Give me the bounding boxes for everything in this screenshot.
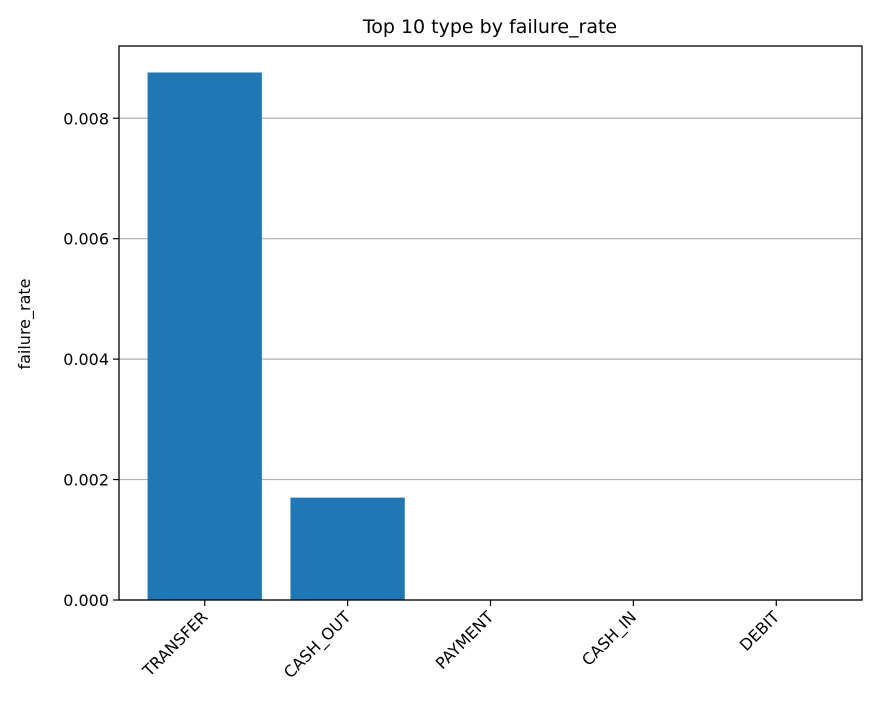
bars <box>147 72 405 600</box>
x-tick-label: TRANSFER <box>138 607 211 680</box>
x-tick-label: DEBIT <box>736 607 783 654</box>
plot-area-frame <box>118 45 863 601</box>
bar-transfer <box>147 72 262 600</box>
x-tick-label: CASH_IN <box>578 607 641 670</box>
x-axis-ticks: TRANSFER CASH_OUT PAYMENT CASH_IN DEBIT <box>138 600 783 683</box>
y-tick-label: 0.002 <box>63 471 109 490</box>
y-tick-label: 0.008 <box>63 109 109 128</box>
x-tick-label: CASH_OUT <box>280 607 355 682</box>
y-axis-ticks: 0.000 0.002 0.004 0.006 0.008 <box>63 109 119 610</box>
y-tick-label: 0.004 <box>63 350 109 369</box>
chart-title: Top 10 type by failure_rate <box>362 16 617 38</box>
y-axis-label: failure_rate <box>15 278 35 369</box>
y-tick-label: 0.000 <box>63 591 109 610</box>
bar-cash-out <box>290 497 405 600</box>
x-tick-label: PAYMENT <box>432 607 498 673</box>
y-tick-label: 0.006 <box>63 230 109 249</box>
